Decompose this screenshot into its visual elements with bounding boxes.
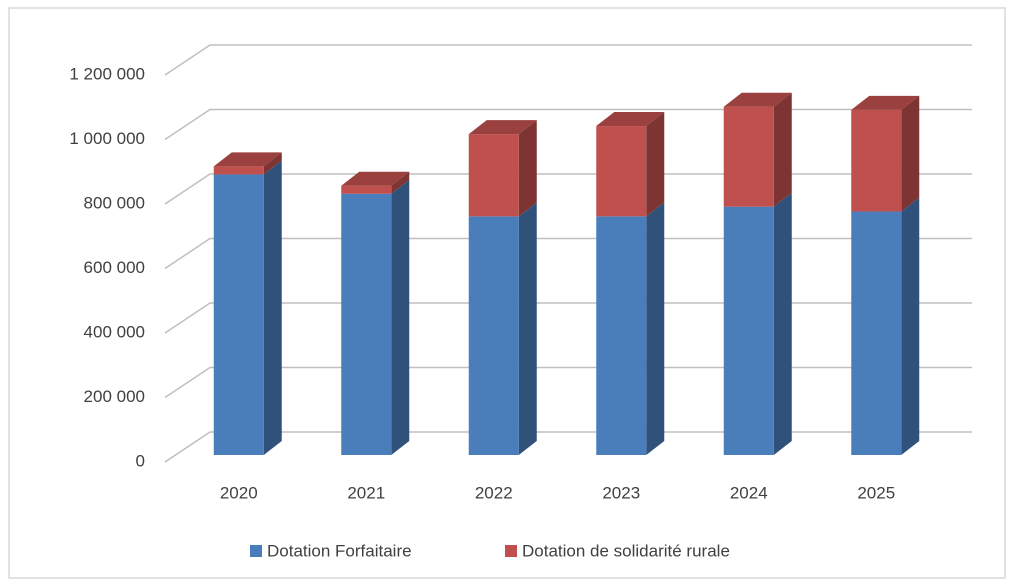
y-tick-label: 1 000 000 (69, 129, 145, 148)
y-tick-label: 1 200 000 (69, 64, 145, 83)
x-tick-label: 2024 (730, 483, 768, 502)
bar-top (341, 171, 410, 186)
legend-swatch (250, 545, 262, 557)
bar (596, 126, 647, 217)
legend-label: Dotation de solidarité rurale (522, 541, 730, 560)
bar (468, 216, 519, 455)
bar-side (518, 202, 537, 455)
bar-side (901, 95, 920, 212)
bar-side (263, 160, 282, 456)
x-tick-label: 2021 (347, 483, 385, 502)
y-tick-label: 400 000 (84, 322, 145, 341)
bar-side (391, 171, 410, 194)
x-tick-label: 2023 (602, 483, 640, 502)
bar-top (596, 112, 665, 127)
bar-top (723, 92, 792, 107)
x-tick-label: 2022 (475, 483, 513, 502)
bar (341, 185, 392, 194)
bar (341, 193, 392, 455)
grid-line (164, 108, 972, 141)
x-tick-label: 2020 (220, 483, 258, 502)
bar-side (773, 92, 792, 207)
bar-side (901, 197, 920, 455)
y-tick-label: 600 000 (84, 258, 145, 277)
bar-side (263, 152, 282, 175)
y-tick-label: 200 000 (84, 387, 145, 406)
legend-label: Dotation Forfaitaire (267, 541, 412, 560)
bar (851, 109, 902, 212)
bar-side (773, 192, 792, 456)
x-tick-label: 2025 (857, 483, 895, 502)
bar-top (851, 95, 920, 110)
bar (213, 174, 264, 456)
bar-side (646, 112, 665, 217)
bar (213, 166, 264, 175)
bar (468, 134, 519, 217)
bar (851, 211, 902, 455)
grid-line (164, 366, 972, 399)
y-tick-label: 800 000 (84, 193, 145, 212)
bar-top (468, 120, 537, 135)
bar-side (391, 179, 410, 455)
grid-line (164, 302, 972, 334)
bar (723, 206, 774, 455)
legend-swatch (505, 545, 517, 557)
grid-line (164, 431, 972, 463)
bar-side (646, 202, 665, 455)
grid-line (164, 44, 972, 76)
bar-side (518, 120, 537, 217)
grid-line (164, 237, 972, 270)
y-tick-label: 0 (136, 451, 145, 470)
bar (723, 106, 774, 207)
bar-top (213, 152, 282, 167)
grid-line (164, 173, 972, 205)
bar (596, 216, 647, 455)
